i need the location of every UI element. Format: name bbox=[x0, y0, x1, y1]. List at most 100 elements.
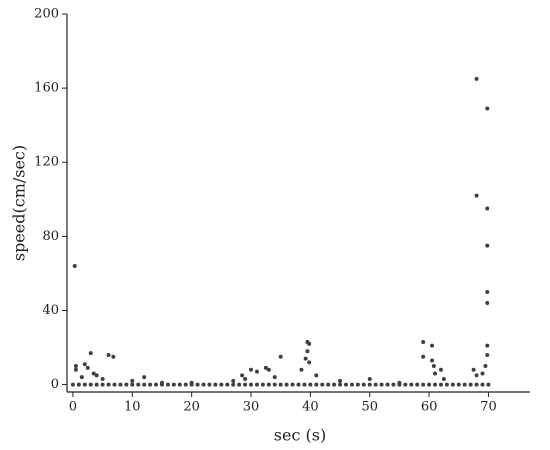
point bbox=[136, 382, 141, 387]
point bbox=[427, 382, 432, 387]
point bbox=[474, 193, 479, 198]
point bbox=[421, 354, 426, 359]
point bbox=[260, 382, 265, 387]
point bbox=[249, 382, 254, 387]
point bbox=[100, 382, 105, 387]
point bbox=[485, 289, 490, 294]
point bbox=[486, 382, 491, 387]
x-tick-label: 10 bbox=[124, 400, 141, 415]
point bbox=[308, 382, 313, 387]
point bbox=[485, 301, 490, 306]
x-tick-label: 30 bbox=[243, 400, 260, 415]
point bbox=[314, 373, 319, 378]
point bbox=[355, 382, 360, 387]
x-tick-label: 60 bbox=[421, 400, 438, 415]
point bbox=[213, 382, 218, 387]
point bbox=[112, 382, 117, 387]
point bbox=[338, 382, 343, 387]
point bbox=[106, 382, 111, 387]
point bbox=[82, 362, 87, 367]
point bbox=[88, 351, 93, 356]
point bbox=[421, 382, 426, 387]
point bbox=[332, 382, 337, 387]
point bbox=[130, 378, 135, 383]
y-tick-label: 200 bbox=[34, 7, 59, 22]
point bbox=[171, 382, 176, 387]
point bbox=[444, 382, 449, 387]
point bbox=[142, 382, 147, 387]
point bbox=[474, 76, 479, 81]
point bbox=[118, 382, 123, 387]
point bbox=[195, 382, 200, 387]
point bbox=[254, 369, 259, 374]
point bbox=[433, 371, 438, 376]
point bbox=[70, 382, 75, 387]
point bbox=[307, 360, 312, 365]
point bbox=[165, 382, 170, 387]
y-tick-label: 40 bbox=[42, 303, 59, 318]
point bbox=[483, 364, 488, 369]
point bbox=[76, 382, 81, 387]
point bbox=[94, 382, 99, 387]
point bbox=[299, 367, 304, 372]
point bbox=[480, 371, 485, 376]
point bbox=[106, 352, 111, 357]
point bbox=[243, 377, 248, 382]
point bbox=[263, 365, 268, 370]
point bbox=[100, 377, 105, 382]
point bbox=[303, 356, 308, 361]
point bbox=[296, 382, 301, 387]
point bbox=[430, 358, 435, 363]
point bbox=[130, 382, 135, 387]
point bbox=[231, 382, 236, 387]
point bbox=[189, 380, 194, 385]
point bbox=[142, 375, 147, 380]
point bbox=[272, 382, 277, 387]
point bbox=[415, 382, 420, 387]
point bbox=[266, 382, 271, 387]
point bbox=[231, 378, 236, 383]
point bbox=[367, 382, 372, 387]
point bbox=[266, 367, 271, 372]
point bbox=[441, 377, 446, 382]
point bbox=[314, 382, 319, 387]
point bbox=[485, 343, 490, 348]
point bbox=[201, 382, 206, 387]
point bbox=[73, 367, 78, 372]
point bbox=[94, 373, 99, 378]
point bbox=[430, 343, 435, 348]
point bbox=[207, 382, 212, 387]
point bbox=[438, 367, 443, 372]
x-tick-label: 0 bbox=[69, 400, 77, 415]
point bbox=[148, 382, 153, 387]
point bbox=[485, 106, 490, 111]
point bbox=[240, 373, 245, 378]
point bbox=[480, 382, 485, 387]
point bbox=[433, 382, 438, 387]
point bbox=[254, 382, 259, 387]
point bbox=[403, 382, 408, 387]
point bbox=[124, 382, 129, 387]
point bbox=[278, 382, 283, 387]
point bbox=[367, 377, 372, 382]
point bbox=[183, 382, 188, 387]
point bbox=[237, 382, 242, 387]
y-tick-label: 160 bbox=[34, 81, 59, 96]
point bbox=[79, 375, 84, 380]
point bbox=[338, 378, 343, 383]
point bbox=[249, 367, 254, 372]
point bbox=[326, 382, 331, 387]
point bbox=[290, 382, 295, 387]
point bbox=[397, 380, 402, 385]
x-tick-label: 40 bbox=[302, 400, 319, 415]
point bbox=[468, 382, 473, 387]
point bbox=[349, 382, 354, 387]
point bbox=[154, 382, 159, 387]
point bbox=[343, 382, 348, 387]
point bbox=[73, 364, 78, 369]
point bbox=[373, 382, 378, 387]
point bbox=[111, 354, 116, 359]
point bbox=[91, 371, 96, 376]
point bbox=[462, 382, 467, 387]
